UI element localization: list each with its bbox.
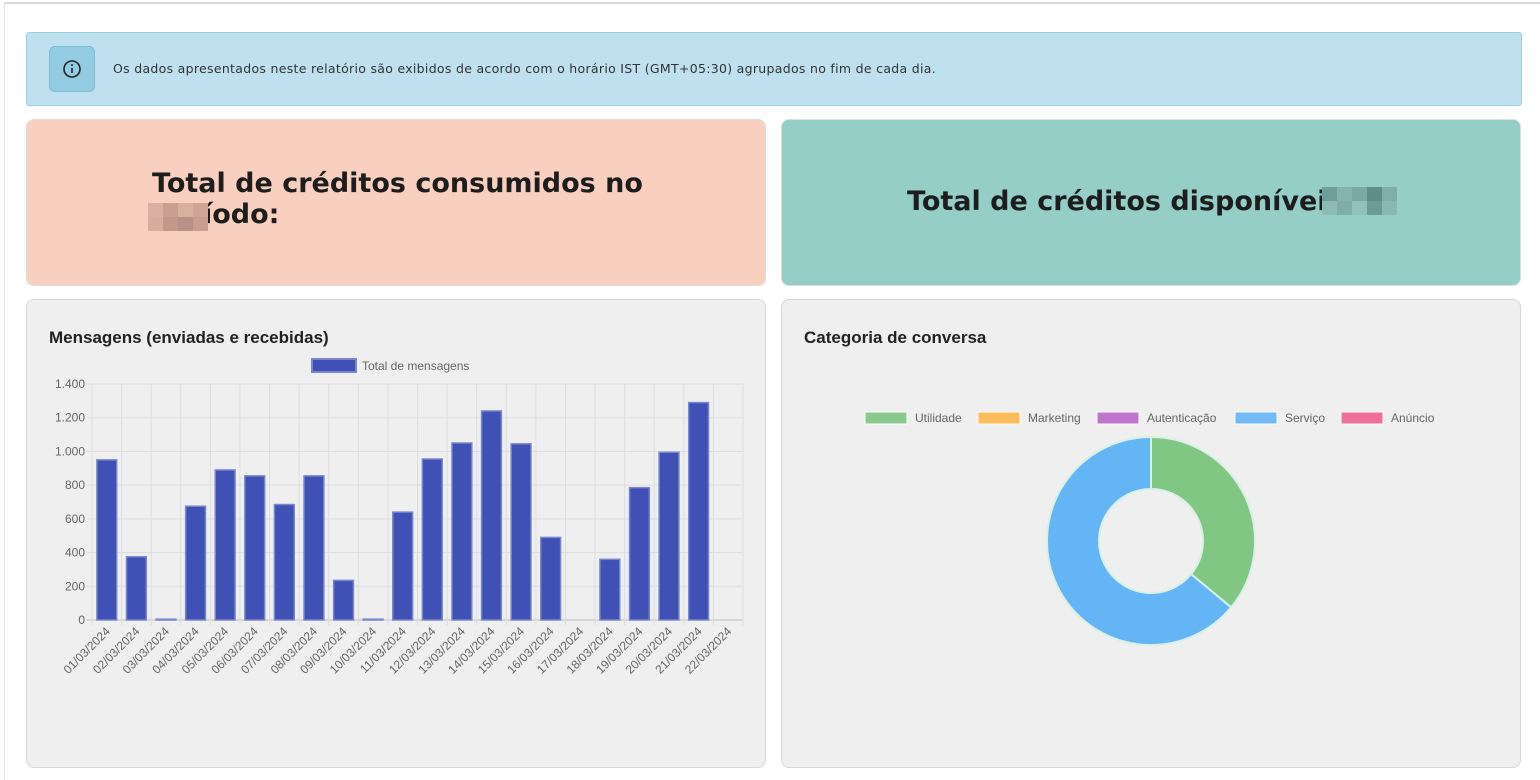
bar — [658, 451, 680, 621]
redacted — [1322, 187, 1397, 215]
bar — [273, 503, 296, 621]
legend-label: Serviço — [1285, 411, 1325, 425]
legend-swatch — [1234, 411, 1278, 425]
y-tick-label: 800 — [65, 478, 85, 492]
legend-label: Autenticação — [1147, 411, 1217, 425]
bar — [421, 458, 443, 621]
legend-swatch — [1096, 411, 1140, 425]
bar — [392, 511, 414, 621]
legend-label: Total de mensagens — [362, 359, 469, 373]
slice — [1150, 435, 1256, 609]
bar — [155, 618, 177, 621]
chart-title: Categoria de conversa — [804, 328, 987, 347]
bar — [451, 442, 473, 621]
y-tick-label: 1.200 — [55, 411, 85, 425]
legend-label: Marketing — [1028, 411, 1081, 425]
info-banner: Os dados apresentados neste relatório sã… — [26, 32, 1522, 106]
banner-text: Os dados apresentados neste relatório sã… — [113, 61, 936, 76]
legend-swatch — [1340, 411, 1384, 425]
card-title: Total de créditos disponíveis: — [907, 186, 1354, 217]
bar — [125, 556, 148, 621]
bar — [687, 401, 710, 621]
bar — [480, 410, 503, 621]
bar — [244, 475, 266, 621]
bar — [599, 558, 621, 621]
bar — [332, 579, 355, 621]
legend-label: Anúncio — [1391, 411, 1435, 425]
legend-swatch — [864, 411, 908, 425]
bar — [184, 505, 207, 621]
bar — [510, 443, 532, 621]
category-panel — [781, 299, 1521, 768]
redacted — [148, 203, 208, 231]
legend-label: Utilidade — [915, 411, 962, 425]
y-tick-label: 1.000 — [55, 444, 85, 458]
available-card: Total de créditos disponíveis: — [781, 119, 1521, 286]
legend-swatch — [977, 411, 1021, 425]
y-tick-label: 0 — [78, 613, 85, 627]
y-tick-label: 400 — [65, 546, 85, 560]
bar — [303, 475, 325, 621]
info-glyph — [63, 60, 81, 78]
bar — [96, 459, 118, 621]
y-tick-label: 1.400 — [55, 377, 85, 391]
bar — [214, 469, 236, 621]
slice — [1046, 435, 1233, 646]
bar — [539, 536, 562, 621]
chart-title: Mensagens (enviadas e recebidas) — [49, 328, 329, 347]
legend-swatch — [311, 358, 357, 373]
consumed-card: Total de créditos consumidos no período: — [26, 119, 766, 286]
info-icon — [49, 46, 95, 92]
bar — [362, 618, 384, 621]
y-tick-label: 200 — [65, 579, 85, 593]
y-tick-label: 600 — [65, 512, 85, 526]
bar — [628, 486, 651, 621]
